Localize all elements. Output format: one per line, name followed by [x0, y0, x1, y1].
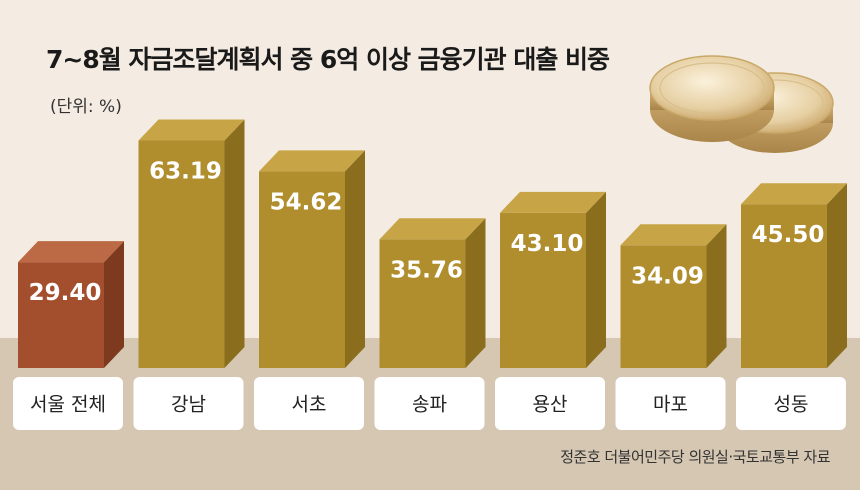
bar-side-face	[224, 119, 245, 369]
category-label: 마포	[653, 394, 688, 416]
bar-front-face	[18, 262, 104, 368]
category-label: 강남	[171, 394, 206, 416]
bar-value-label: 63.19	[149, 159, 222, 185]
bar-6	[620, 224, 727, 368]
bar-top-face	[620, 224, 727, 246]
category-box	[495, 377, 605, 430]
bar-side-face	[827, 183, 847, 368]
bar-top-face	[741, 183, 847, 205]
category-label: 송파	[412, 394, 447, 416]
bar-value-label: 45.50	[752, 222, 825, 248]
bar-top-face	[138, 119, 245, 141]
bar-5	[500, 191, 606, 368]
category-box	[254, 377, 364, 430]
category-label: 서울 전체	[30, 394, 106, 416]
category-label: 용산	[533, 394, 568, 416]
bar-4	[379, 218, 486, 368]
bar-3	[259, 150, 365, 368]
category-box	[13, 377, 123, 430]
bar-top-face	[259, 150, 365, 172]
bar-side-face	[104, 241, 124, 368]
bar-top-face	[18, 241, 124, 263]
bar-front-face	[741, 204, 827, 368]
bar-front-face	[620, 245, 707, 368]
bar-top-face	[379, 218, 486, 240]
category-label: 성동	[774, 394, 809, 416]
bar-value-label: 29.40	[29, 280, 102, 306]
bar-front-face	[259, 171, 345, 368]
chart-title: 7~8월 자금조달계획서 중 6억 이상 금융기관 대출 비중	[46, 45, 610, 74]
bar-side-face	[465, 218, 486, 368]
bar-top-face	[500, 191, 606, 213]
category-label: 서초	[292, 394, 327, 416]
bar-value-label: 43.10	[511, 231, 584, 257]
bar-1	[18, 241, 124, 368]
category-box	[615, 377, 726, 430]
bar-front-face	[500, 212, 586, 368]
category-box	[736, 377, 846, 430]
bar-value-label: 54.62	[270, 189, 343, 215]
bar-side-face	[586, 191, 606, 368]
bar-7	[741, 183, 847, 368]
unit-label: (단위: %)	[50, 97, 122, 117]
bar-side-face	[706, 224, 727, 368]
bar-value-label: 35.76	[390, 257, 463, 283]
bar-2	[138, 119, 245, 369]
coins-illustration	[649, 55, 834, 153]
bar-value-label: 34.09	[631, 263, 704, 289]
bar-front-face	[138, 140, 225, 368]
category-box	[133, 377, 244, 430]
category-box	[374, 377, 485, 430]
source-note: 정준호 더불어민주당 의원실·국토교통부 자료	[560, 448, 830, 466]
bar-side-face	[345, 150, 365, 368]
bar-front-face	[379, 239, 466, 368]
